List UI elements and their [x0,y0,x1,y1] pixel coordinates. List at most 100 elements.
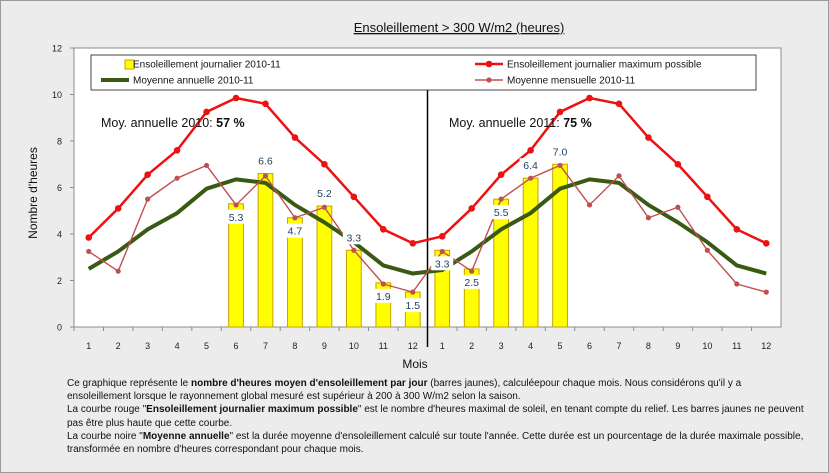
x-tick-label: 12 [408,341,418,351]
data-label-bg [313,186,336,201]
x-tick-label: 1 [86,341,91,351]
y-tick-label: 4 [57,230,62,240]
series-point [145,196,151,202]
series-point [498,196,504,202]
series-point [233,202,239,208]
caption-paragraph: La courbe rouge "Ensoleillement journali… [67,403,807,429]
legend-label: Moyenne annuelle 2010-11 [133,76,254,87]
series-point [704,193,711,201]
series-point [675,204,681,210]
series-point [468,205,475,212]
series-point [380,226,387,233]
legend-box [90,54,757,91]
legend-marker [485,60,493,68]
series-point [174,175,180,181]
x-tick-label: 5 [558,341,563,351]
data-label: 3.3 [347,232,362,244]
x-tick-label: 8 [646,341,651,351]
data-label: 1.9 [376,291,391,303]
series-point [704,247,710,253]
caption-bold-text: Ensoleillement journalier maximum possib… [146,404,358,416]
x-tick-label: 7 [263,341,268,351]
y-tick-label: 12 [52,44,62,54]
series-point [734,281,740,287]
x-tick-label: 2 [469,341,474,351]
x-tick-label: 10 [702,341,712,351]
series-point [203,108,210,116]
data-label-bg [431,256,454,271]
x-tick-label: 3 [499,341,504,351]
series-line [88,164,767,293]
series-point [497,171,505,179]
x-tick-label: 9 [675,341,680,351]
annual-average-annotation: Moy. annuelle 2010: 57 % [101,116,245,130]
data-label: 5.3 [229,212,244,224]
x-tick-label: 4 [175,341,180,351]
series-point [262,173,269,179]
series-point [262,100,269,108]
x-tick-label: 12 [761,341,771,351]
series-point [645,134,652,141]
series-point [586,202,593,208]
data-label-bg [342,230,365,245]
series-point [114,205,122,212]
chart-title: Ensoleillement > 300 W/m2 (heures) [354,20,565,35]
data-label: 1.5 [405,300,420,312]
x-tick-label: 4 [528,341,533,351]
series-point [528,175,534,181]
caption-paragraph: Ce graphique représente le nombre d'heur… [67,377,807,403]
series-point [410,289,416,295]
series-point [763,289,769,295]
data-label-bg [519,158,542,173]
x-tick-label: 5 [204,341,209,351]
series-line [87,96,767,245]
x-tick-label: 11 [732,341,741,351]
caption-text: (barres jaunes), calculéepour chaque moi… [67,378,742,403]
series-point [615,100,623,108]
data-label: 3.3 [435,258,450,270]
chart-caption: Ce graphique représente le nombre d'heur… [67,377,807,456]
x-tick-label: 3 [145,341,150,351]
series-point [291,134,299,141]
y-tick-label: 8 [57,137,62,147]
series-point [409,240,417,247]
series-point [762,240,770,247]
y-tick-label: 10 [52,90,62,100]
series-point [144,171,151,179]
series-point [232,94,240,102]
series-point [321,204,327,210]
x-tick-label: 2 [116,341,121,351]
data-label-bg [254,153,277,168]
series-point [380,281,386,287]
series-point [616,173,622,179]
series-point [527,147,534,154]
annotation-prefix: Moy. annuelle 2011: [449,116,563,130]
x-tick-label: 9 [322,341,327,351]
series-point [86,248,92,255]
data-label: 5.5 [494,207,509,219]
data-label: 7.0 [553,146,568,158]
caption-text: La courbe rouge " [67,404,147,416]
x-tick-label: 7 [616,341,621,351]
bar [257,173,274,328]
series-point [321,160,328,168]
caption-paragraph: La courbe noire "Moyenne annuelle" est l… [67,430,807,456]
bar [345,249,362,328]
annual-average-annotation: Moy. annuelle 2011: 75 % [449,116,592,130]
data-label: 6.4 [523,160,538,172]
annotation-value: 75 % [563,116,592,130]
annotation-prefix: Moy. annuelle 2010: [101,116,216,130]
x-tick-label: 10 [349,341,359,351]
series-point [292,215,298,221]
legend-label: Ensoleillement journalier maximum possib… [507,60,702,71]
caption-text: " est la durée moyenne d'ensoleillement … [67,430,804,456]
legend-label: Moyenne mensuelle 2010-11 [507,76,636,87]
caption-bold-text: nombre d'heures moyen d'ensoleillement p… [190,378,428,389]
caption-bold-text: Moyenne annuelle [142,430,230,442]
y-axis-title: Nombre d'heures [26,147,40,239]
series-point [438,233,446,240]
series-point [350,193,358,201]
series-point [674,160,682,168]
